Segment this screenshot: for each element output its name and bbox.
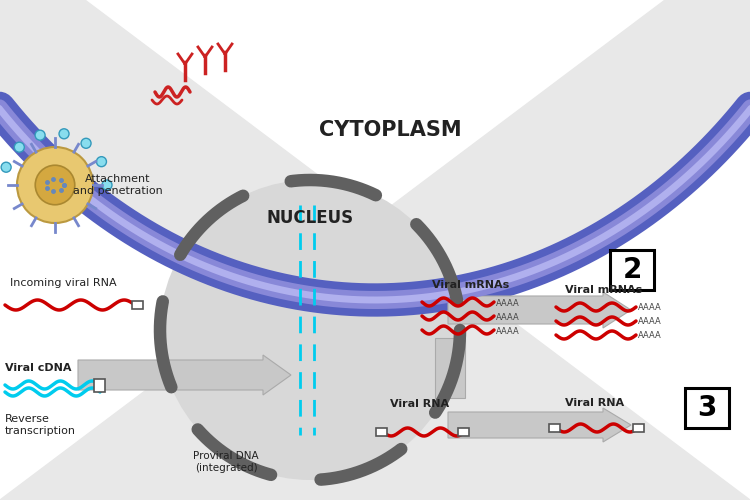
Text: CYTOPLASM: CYTOPLASM	[319, 120, 461, 140]
FancyArrow shape	[448, 408, 631, 442]
FancyBboxPatch shape	[685, 388, 729, 428]
FancyArrow shape	[78, 355, 291, 395]
Text: Viral mRNAs: Viral mRNAs	[432, 280, 509, 290]
Circle shape	[81, 138, 91, 148]
Text: AAAA: AAAA	[496, 312, 520, 322]
Text: Viral mRNAs: Viral mRNAs	[565, 285, 642, 295]
Circle shape	[97, 156, 106, 166]
Text: AAAA: AAAA	[496, 326, 520, 336]
Text: 2: 2	[622, 256, 642, 284]
Bar	[458, 428, 469, 436]
Circle shape	[17, 147, 93, 223]
FancyArrow shape	[448, 292, 631, 328]
Text: Viral RNA: Viral RNA	[390, 399, 449, 409]
Text: Attachment
and penetration: Attachment and penetration	[74, 174, 163, 196]
FancyBboxPatch shape	[610, 250, 654, 290]
Text: NUCLEUS: NUCLEUS	[266, 209, 353, 227]
Text: AAAA: AAAA	[638, 318, 662, 326]
Circle shape	[160, 180, 460, 480]
Text: 3: 3	[698, 394, 717, 422]
Bar	[548, 424, 560, 432]
Text: Viral RNA: Viral RNA	[565, 398, 624, 408]
Text: AAAA: AAAA	[638, 304, 662, 312]
Bar	[131, 301, 142, 309]
Circle shape	[35, 165, 75, 205]
Text: Viral cDNA: Viral cDNA	[5, 363, 71, 373]
Bar	[376, 428, 386, 436]
Bar	[632, 424, 644, 432]
Text: Reverse
transcription: Reverse transcription	[5, 414, 76, 436]
Circle shape	[2, 162, 11, 172]
Circle shape	[59, 129, 69, 139]
Text: AAAA: AAAA	[496, 298, 520, 308]
Text: Incoming viral RNA: Incoming viral RNA	[10, 278, 117, 288]
Circle shape	[102, 180, 112, 190]
FancyArrow shape	[435, 338, 465, 398]
Circle shape	[14, 142, 24, 152]
Bar	[94, 378, 104, 392]
Circle shape	[35, 130, 45, 140]
Text: Proviral DNA
(integrated): Proviral DNA (integrated)	[194, 451, 259, 473]
Text: AAAA: AAAA	[638, 332, 662, 340]
